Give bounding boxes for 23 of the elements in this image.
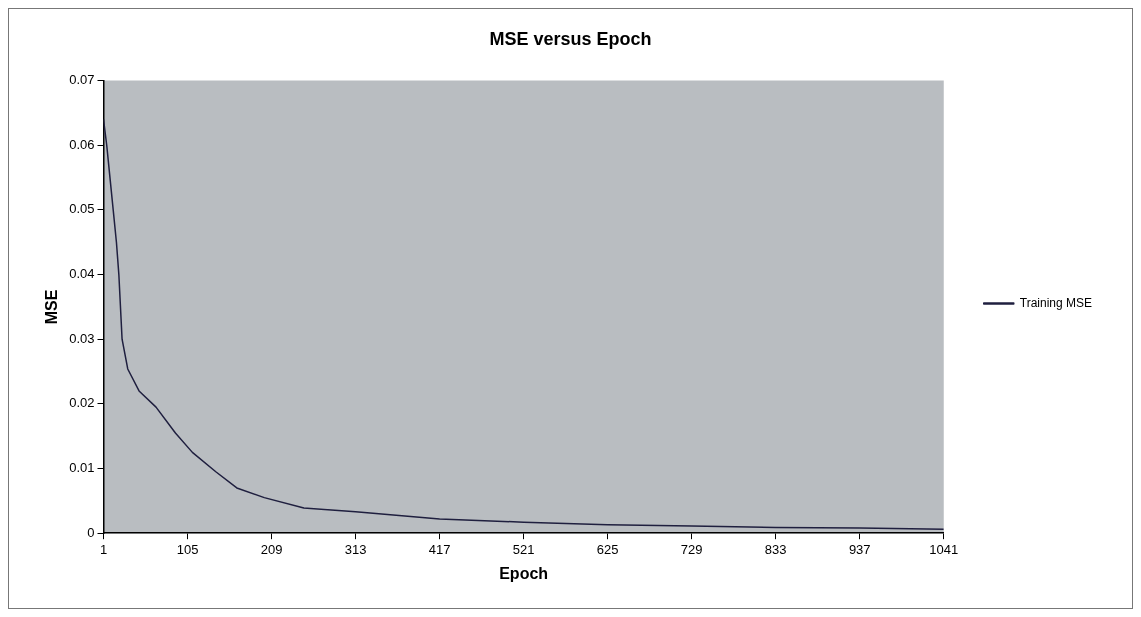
y-axis-title: MSE (43, 289, 61, 325)
y-tick-label: 0.02 (69, 395, 95, 411)
x-tick-label: 625 (596, 541, 619, 557)
x-tick-label: 937 (848, 541, 871, 557)
x-tick-label: 833 (764, 541, 787, 557)
y-tick-label: 0.03 (69, 330, 95, 346)
x-tick-label: 313 (344, 541, 367, 557)
y-tick-label: 0.05 (69, 201, 95, 217)
y-tick-label: 0 (87, 524, 95, 540)
y-tick-label: 0.07 (69, 72, 95, 88)
x-tick-label: 729 (680, 541, 703, 557)
x-axis-title: Epoch (499, 564, 549, 582)
y-tick-label: 0.01 (69, 460, 95, 476)
y-tick-label: 0.04 (69, 266, 95, 282)
x-tick-label: 1 (99, 541, 108, 557)
legend-label: Training MSE (1019, 295, 1092, 310)
x-tick-label: 1041 (929, 541, 959, 557)
x-tick-label: 417 (428, 541, 451, 557)
x-tick-label: 209 (260, 541, 283, 557)
y-tick-label: 0.06 (69, 136, 95, 152)
x-tick-label: 521 (512, 541, 535, 557)
chart-title: MSE versus Epoch (489, 28, 652, 49)
x-tick-label: 105 (176, 541, 199, 557)
